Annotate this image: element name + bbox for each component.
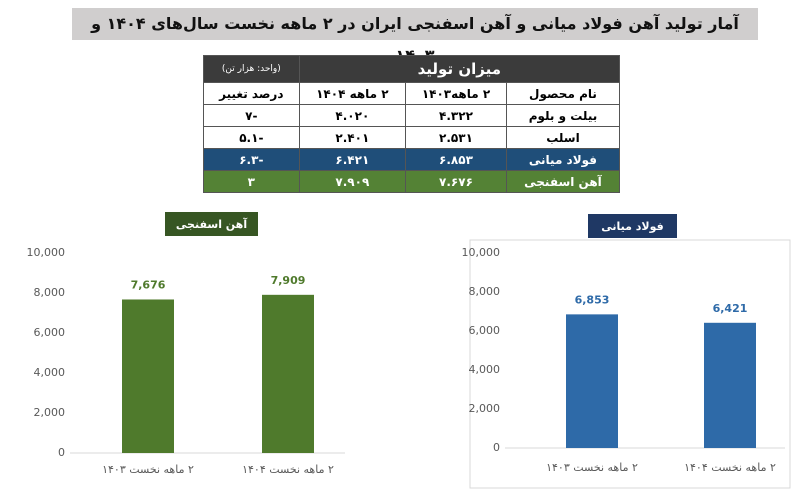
y-tick-label: 2,000 <box>469 402 501 415</box>
table-cell: اسلب <box>505 126 621 149</box>
value-label: 6,421 <box>713 302 748 315</box>
y-tick-label: 8,000 <box>469 285 501 298</box>
y-tick-label: 8,000 <box>34 286 66 299</box>
table-cell: ۶.۴۲۱ <box>298 148 407 171</box>
chart-title: آهن اسفنجی <box>176 217 247 231</box>
y-tick-label: 4,000 <box>34 366 66 379</box>
table-cell: -۵.۱ <box>203 126 300 149</box>
value-label: 7,676 <box>131 278 166 291</box>
table-unit: (واحد: هزار تن) <box>203 55 300 83</box>
table-cell: فولاد میانی <box>505 148 621 171</box>
table-cell: ۳ <box>203 170 300 193</box>
bar <box>566 314 618 448</box>
column-header: ۲ ماهه۱۴۰۳ <box>405 82 507 105</box>
table-cell: ۶.۸۵۳ <box>405 148 507 171</box>
x-tick-label: ۲ ماهه نخست ۱۴۰۴ <box>242 463 334 476</box>
y-tick-label: 0 <box>493 441 500 454</box>
x-tick-label: ۲ ماهه نخست ۱۴۰۳ <box>546 461 638 474</box>
page-title: آمار تولید آهن فولاد میانی و آهن اسفنجی … <box>72 8 758 65</box>
title-box <box>165 212 258 236</box>
chart-frame <box>469 239 791 489</box>
chart-title: فولاد میانی <box>601 220 663 233</box>
bar <box>122 299 174 453</box>
table-cell: -۶.۳ <box>203 148 300 171</box>
value-label: 7,909 <box>271 274 306 287</box>
y-tick-label: 0 <box>58 446 65 459</box>
table-cell: ۷.۶۷۶ <box>405 170 507 193</box>
table-cell: آهن اسفنجی <box>505 170 621 193</box>
y-tick-label: 4,000 <box>469 363 501 376</box>
table-cell: ۲.۴۰۱ <box>298 126 407 149</box>
bar <box>262 294 314 453</box>
column-header: نام محصول <box>505 82 621 105</box>
y-tick-label: 6,000 <box>34 326 66 339</box>
chart: فولاد میانی 0 2,000 4,000 6,000 8,000 10,000 6,… <box>462 214 791 489</box>
production-table: میزان تولید (واحد: هزار تن) نام محصول ۲ ما… <box>203 55 621 193</box>
y-tick-label: 6,000 <box>469 324 501 337</box>
table-cell: -۷ <box>203 104 300 127</box>
table-row: بیلت و بلوم ۴.۳۲۲ ۴.۰۲۰ -۷ <box>203 104 621 127</box>
table-title: میزان تولید <box>298 55 621 83</box>
y-tick-label: 2,000 <box>34 406 66 419</box>
table-cell: ۲.۵۳۱ <box>405 126 507 149</box>
y-tick-label: 10,000 <box>27 246 66 259</box>
column-header: درصد تغییر <box>203 82 300 105</box>
table-row: اسلب ۲.۵۳۱ ۲.۴۰۱ -۵.۱ <box>203 126 621 149</box>
table-cell: ۴.۰۲۰ <box>298 104 407 127</box>
y-tick-label: 10,000 <box>462 246 501 259</box>
table-row: آهن اسفنجی ۷.۶۷۶ ۷.۹۰۹ ۳ <box>203 170 621 193</box>
value-label: 6,853 <box>575 293 610 306</box>
table-cell: ۴.۳۲۲ <box>405 104 507 127</box>
x-tick-label: ۲ ماهه نخست ۱۴۰۴ <box>684 461 776 474</box>
x-tick-label: ۲ ماهه نخست ۱۴۰۳ <box>102 463 194 476</box>
table-row: فولاد میانی ۶.۸۵۳ ۶.۴۲۱ -۶.۳ <box>203 148 621 171</box>
table-cell: بیلت و بلوم <box>505 104 621 127</box>
column-header: ۲ ماهه ۱۴۰۴ <box>298 82 407 105</box>
title-box <box>588 214 677 238</box>
bar <box>704 322 756 448</box>
table-cell: ۷.۹۰۹ <box>298 170 407 193</box>
chart: آهن اسفنجی 0 2,000 4,000 6,000 8,000 10,000 7,6… <box>27 212 345 476</box>
